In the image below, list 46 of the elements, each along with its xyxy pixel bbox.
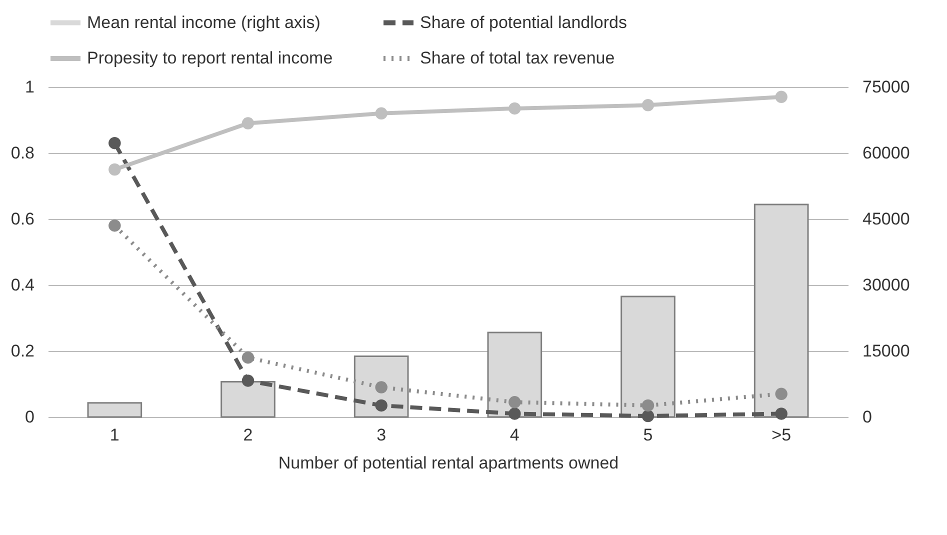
point [242,351,254,364]
point [508,396,521,408]
y2-tick-label: 30000 [862,276,910,294]
bar [87,402,142,418]
y2-tick-label: 60000 [862,144,910,162]
x-tick-label: 5 [643,426,653,444]
point [642,399,654,412]
legend-label: Share of potential landlords [420,12,627,32]
y-tick-label: 1 [25,78,34,96]
point [775,408,788,420]
point [375,107,388,120]
point [508,408,521,420]
point [775,90,788,104]
y-tick-label: 0.8 [10,144,34,162]
y2-tick-label: 15000 [862,342,910,360]
x-axis-title: Number of potential rental apartments owned [278,454,619,472]
point [108,136,121,150]
point [108,163,121,176]
bar [487,332,542,418]
point [108,219,121,232]
point [375,381,388,394]
bar [620,296,676,418]
bar [220,381,276,418]
point [508,102,521,115]
legend-label: Share of total tax revenue [420,48,615,68]
bar [754,204,809,418]
x-tick-label: 1 [110,426,120,444]
y2-tick-label: 0 [862,408,872,426]
point [242,117,254,130]
legend-label: Mean rental income (right axis) [87,12,320,32]
y2-tick-label: 45000 [862,210,910,228]
point [775,388,788,400]
legend-label: Propesity to report rental income [87,48,333,68]
point [375,399,388,412]
x-tick-label: 3 [376,426,386,444]
y-tick-label: 0 [25,408,34,426]
point [642,410,654,422]
y2-tick-label: 75000 [862,78,910,96]
y-tick-label: 0.6 [10,210,34,228]
x-tick-label: >5 [772,426,792,444]
y-tick-label: 0.4 [10,276,34,294]
point [242,374,254,387]
x-tick-label: 2 [243,426,253,444]
x-tick-label: 4 [510,426,520,444]
y-tick-label: 0.2 [10,342,34,360]
point [642,99,654,112]
